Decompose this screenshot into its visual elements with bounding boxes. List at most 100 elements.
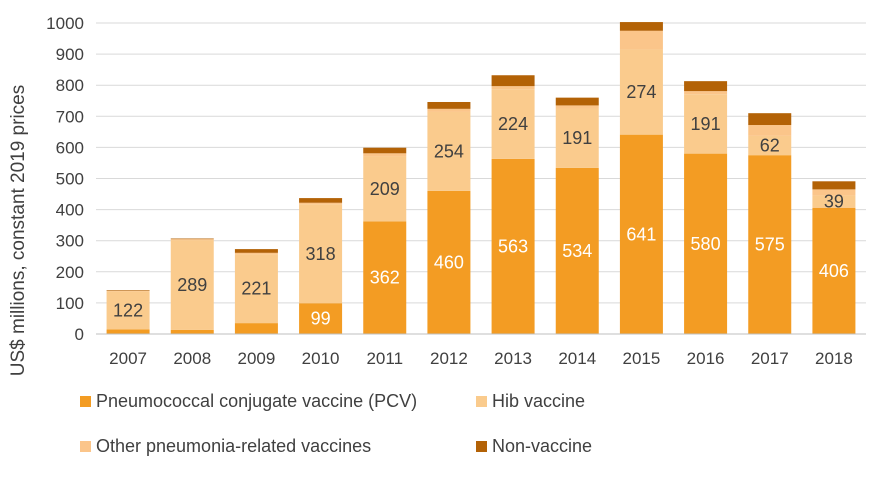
x-tick-label: 2015 xyxy=(623,349,661,368)
data-label: 62 xyxy=(760,136,780,156)
bar-segment xyxy=(299,303,343,334)
bar-segment xyxy=(619,30,663,50)
y-tick-label: 900 xyxy=(56,45,84,64)
data-label: 362 xyxy=(370,268,400,288)
x-tick-label: 2008 xyxy=(173,349,211,368)
bar-segment xyxy=(363,153,407,157)
gridlines xyxy=(96,22,866,304)
data-label: 191 xyxy=(562,128,592,148)
bar-segment xyxy=(299,202,343,205)
x-tick-label: 2011 xyxy=(366,349,403,368)
y-tick-label: 500 xyxy=(56,170,84,189)
y-axis-ticks: 0 100 200 300 400 500 600 700 800 900 1000 xyxy=(46,14,84,344)
bar-segment xyxy=(299,198,343,203)
bar-segment xyxy=(106,329,150,334)
legend-swatch xyxy=(476,396,487,407)
data-label: 641 xyxy=(626,224,656,244)
legend-label: Other pneumonia-related vaccines xyxy=(96,436,371,456)
y-tick-label: 200 xyxy=(56,263,84,282)
x-tick-label: 2010 xyxy=(302,349,340,368)
bar-segment xyxy=(170,329,214,334)
bars xyxy=(106,22,856,334)
bar-segment xyxy=(619,22,663,31)
y-tick-label: 800 xyxy=(56,76,84,95)
bar-segment xyxy=(555,167,599,334)
data-label: 575 xyxy=(755,235,785,255)
bar-segment xyxy=(684,91,728,95)
x-tick-label: 2017 xyxy=(751,349,789,368)
y-axis-title: US$ millions, constant 2019 prices xyxy=(8,85,29,376)
x-tick-label: 2012 xyxy=(430,349,468,368)
legend-swatch xyxy=(80,441,91,452)
bar-segment xyxy=(748,125,792,136)
x-tick-label: 2018 xyxy=(815,349,853,368)
data-label: 191 xyxy=(691,114,721,134)
legend-swatch xyxy=(80,396,91,407)
bar-segment xyxy=(555,97,599,106)
x-tick-label: 2014 xyxy=(558,349,596,368)
data-label: 274 xyxy=(626,82,656,102)
y-tick-label: 1000 xyxy=(46,14,84,33)
bar-segment xyxy=(748,113,792,126)
bar-segment xyxy=(427,111,471,191)
bar-segment xyxy=(748,155,792,334)
bar-segment xyxy=(234,323,278,334)
data-label: 534 xyxy=(562,241,592,261)
bar-segment xyxy=(684,153,728,334)
bar-segment xyxy=(234,254,278,324)
bar-segment xyxy=(427,190,471,334)
bar-segment xyxy=(106,291,150,330)
legend-swatch xyxy=(476,441,487,452)
bar-segment xyxy=(555,105,599,109)
bar-segment xyxy=(106,290,150,292)
data-label: 289 xyxy=(177,275,207,295)
bar-segment xyxy=(812,181,856,190)
bar-segment xyxy=(363,147,407,154)
data-label: 406 xyxy=(819,261,849,281)
data-label: 254 xyxy=(434,141,464,161)
data-label: 563 xyxy=(498,236,528,256)
x-tick-label: 2007 xyxy=(109,349,147,368)
bar-segment xyxy=(299,204,343,304)
y-tick-label: 300 xyxy=(56,232,84,251)
x-tick-label: 2013 xyxy=(494,349,532,368)
bar-segment xyxy=(427,101,471,109)
bar-segment xyxy=(170,240,214,330)
bar-segment xyxy=(619,134,663,334)
bar-segment xyxy=(684,94,728,154)
bar-segment xyxy=(363,156,407,222)
bar-segment xyxy=(812,189,856,196)
legend-label: Hib vaccine xyxy=(492,391,585,411)
x-tick-label: 2016 xyxy=(687,349,725,368)
data-label: 209 xyxy=(370,179,400,199)
bar-segment xyxy=(812,207,856,334)
data-label: 224 xyxy=(498,114,528,134)
bar-segment xyxy=(234,252,278,255)
bar-segment xyxy=(170,239,214,241)
data-label: 99 xyxy=(311,309,331,329)
bar-segment xyxy=(427,108,471,112)
bar-segment xyxy=(170,238,214,240)
bar-segment xyxy=(363,221,407,334)
legend: Pneumococcal conjugate vaccine (PCV) Hib … xyxy=(80,391,592,456)
bar-segment xyxy=(106,290,150,291)
data-label: 122 xyxy=(113,300,143,320)
legend-label: Pneumococcal conjugate vaccine (PCV) xyxy=(96,391,417,411)
bar-segment xyxy=(812,195,856,208)
bar-segment xyxy=(619,49,663,135)
x-axis-ticks: 2007 2008 2009 2010 2011 2012 2013 2014 2015 2016… xyxy=(109,349,853,368)
y-tick-label: 400 xyxy=(56,201,84,220)
bar-segment xyxy=(555,108,599,168)
bar-segment xyxy=(684,81,728,92)
data-label: 460 xyxy=(434,252,464,272)
bar-segment xyxy=(234,249,278,253)
bar-segment xyxy=(491,89,535,159)
bar-segment xyxy=(748,135,792,156)
y-tick-label: 0 xyxy=(75,325,84,344)
data-labels: 122 289 221 99 318 362 209 460 254 563 224 534 191 64… xyxy=(113,82,849,329)
y-tick-label: 700 xyxy=(56,107,84,126)
x-tick-label: 2009 xyxy=(238,349,276,368)
legend-label: Non-vaccine xyxy=(492,436,592,456)
